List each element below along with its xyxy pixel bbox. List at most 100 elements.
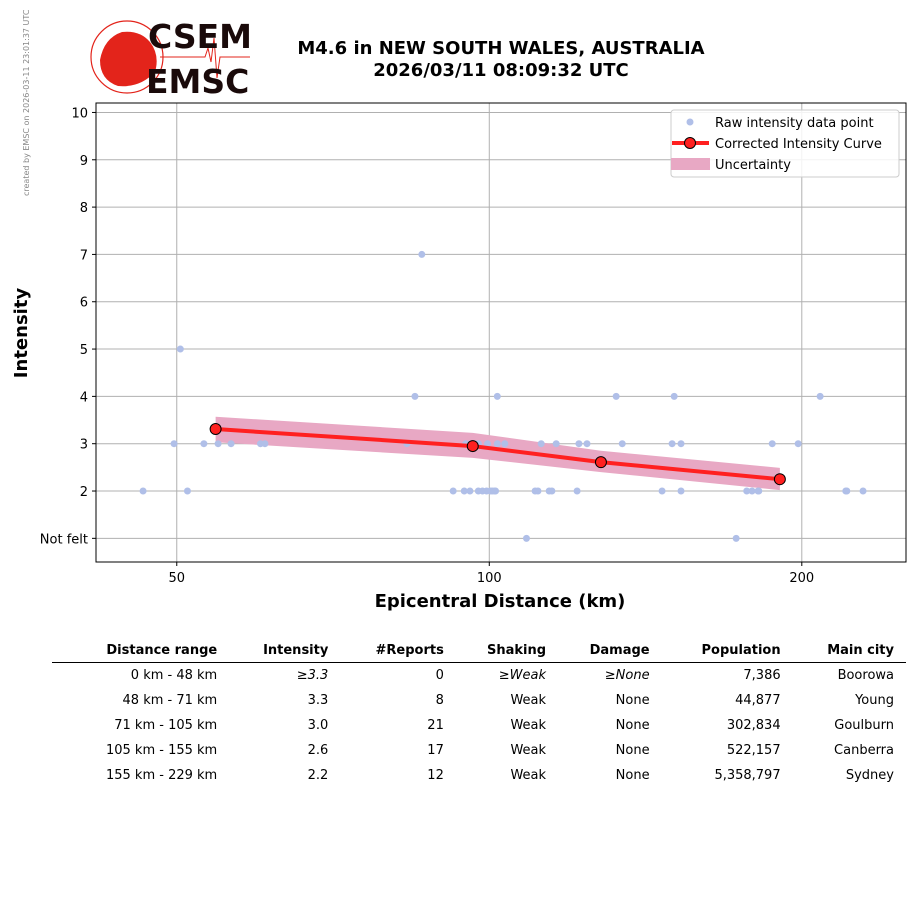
raw-intensity-point	[548, 487, 556, 495]
uncertainty-band	[215, 416, 780, 491]
intensity-table: Distance range Intensity #Reports Shaking Da…	[52, 640, 906, 788]
y-tick-label: 6	[80, 296, 88, 311]
raw-intensity-point	[493, 392, 501, 400]
table-cell: 302,834	[726, 718, 781, 733]
legend-curve-label: Corrected Intensity Curve	[715, 137, 882, 152]
svg-text:CSEM: CSEM	[148, 17, 252, 56]
legend-uncertainty-swatch	[671, 158, 710, 170]
table-cell: Weak	[510, 743, 547, 758]
raw-intensity-point	[492, 487, 500, 495]
table-cell: 7,386	[743, 668, 781, 683]
raw-intensity-point	[460, 487, 468, 495]
raw-intensity-point	[534, 487, 542, 495]
table-header-row: Distance range Intensity #Reports Shaking Da…	[52, 640, 906, 663]
raw-intensity-point	[575, 440, 583, 448]
raw-intensity-point	[732, 534, 740, 542]
intensity-chart: CSEM EMSC Not felt 2 3 4 5 6 7 8 9 10 50 100 200 Epi…	[11, 17, 907, 612]
raw-intensity-point	[466, 487, 474, 495]
raw-intensity-point	[449, 487, 457, 495]
y-tick-label: Not felt	[40, 532, 88, 547]
raw-points-layer	[139, 250, 867, 542]
raw-intensity-point	[418, 250, 426, 258]
raw-intensity-point	[537, 440, 545, 448]
table-cell: Young	[855, 693, 894, 708]
raw-intensity-point	[768, 440, 776, 448]
tick-labels: Not felt 2 3 4 5 6 7 8 9 10 50 100 200	[40, 106, 814, 586]
table-cell: Weak	[510, 718, 547, 733]
table-cell: 3.0	[307, 718, 329, 733]
raw-intensity-point	[583, 440, 591, 448]
table-cell: 12	[427, 768, 444, 783]
curve-point	[209, 423, 222, 436]
raw-intensity-point	[552, 440, 560, 448]
table-cell: 155 km - 229 km	[105, 768, 218, 783]
table-row: 0 km - 48 km ≥3.3 0 ≥Weak ≥None 7,386 Boorowa	[52, 663, 906, 689]
table-cell: Canberra	[834, 743, 894, 758]
column-header: Damage	[558, 640, 662, 663]
legend-uncertainty-label: Uncertainty	[715, 158, 791, 173]
raw-intensity-point	[668, 440, 676, 448]
raw-intensity-point	[612, 392, 620, 400]
curve-point	[594, 456, 607, 469]
title-line-2: 2026/03/11 08:09:32 UTC	[373, 60, 629, 81]
raw-intensity-point	[170, 440, 178, 448]
raw-intensity-point	[200, 440, 208, 448]
column-header: Main city	[792, 640, 906, 663]
table-cell: Weak	[510, 768, 547, 783]
raw-intensity-point	[183, 487, 191, 495]
x-tick-label: 50	[168, 571, 185, 586]
raw-intensity-point	[522, 534, 530, 542]
table-cell: Goulburn	[834, 718, 894, 733]
curve-point	[773, 473, 786, 486]
raw-intensity-point	[794, 440, 802, 448]
raw-intensity-point	[816, 392, 824, 400]
table-cell: Boorowa	[837, 668, 894, 683]
y-tick-label: 3	[80, 438, 88, 453]
raw-intensity-point	[670, 392, 678, 400]
y-axis-label: Intensity	[11, 288, 32, 379]
legend: Raw intensity data point Corrected Inten…	[670, 109, 900, 178]
table-cell: 21	[427, 718, 444, 733]
raw-intensity-point	[618, 440, 626, 448]
raw-intensity-point	[859, 487, 867, 495]
column-header: Intensity	[229, 640, 341, 663]
raw-intensity-point	[261, 440, 269, 448]
y-tick-label: 9	[80, 154, 88, 169]
chart-title: M4.6 in NEW SOUTH WALES, AUSTRALIA 2026/…	[250, 38, 752, 82]
y-tick-label: 7	[80, 248, 88, 263]
raw-intensity-point	[755, 487, 763, 495]
emsc-logo: CSEM EMSC	[90, 17, 252, 101]
table-cell: 105 km - 155 km	[105, 743, 218, 758]
table-cell: None	[615, 743, 650, 758]
curve-layer	[209, 423, 786, 486]
table-cell: 5,358,797	[714, 768, 781, 783]
title-line-1: M4.6 in NEW SOUTH WALES, AUSTRALIA	[297, 38, 705, 59]
y-tick-label: 4	[80, 390, 88, 405]
svg-text:EMSC: EMSC	[146, 62, 249, 101]
table-cell: None	[615, 693, 650, 708]
raw-intensity-point	[483, 440, 491, 448]
raw-intensity-point	[843, 487, 851, 495]
raw-intensity-point	[748, 487, 756, 495]
table-cell: 2.6	[307, 743, 329, 758]
raw-intensity-point	[214, 440, 222, 448]
raw-intensity-point	[743, 487, 751, 495]
table-cell: 0	[435, 668, 444, 683]
table-cell: 3.3	[307, 693, 329, 708]
column-header: Distance range	[52, 640, 230, 663]
x-axis-label: Epicentral Distance (km)	[375, 591, 626, 612]
table-row: 155 km - 229 km 2.2 12 Weak None 5,358,797 Syd…	[52, 763, 906, 788]
raw-intensity-point	[139, 487, 147, 495]
raw-intensity-point	[501, 440, 509, 448]
legend-raw-label: Raw intensity data point	[715, 116, 874, 131]
table-cell: ≥None	[604, 668, 650, 683]
curve-point	[466, 440, 479, 453]
table-cell: 71 km - 105 km	[114, 718, 218, 733]
y-tick-label: 5	[80, 343, 88, 358]
raw-intensity-point	[658, 487, 666, 495]
table-row: 48 km - 71 km 3.3 8 Weak None 44,877 Young	[52, 688, 906, 713]
plot-frame	[95, 102, 907, 563]
column-header: #Reports	[340, 640, 456, 663]
table-cell: None	[615, 768, 650, 783]
y-tick-label: 2	[80, 485, 88, 500]
